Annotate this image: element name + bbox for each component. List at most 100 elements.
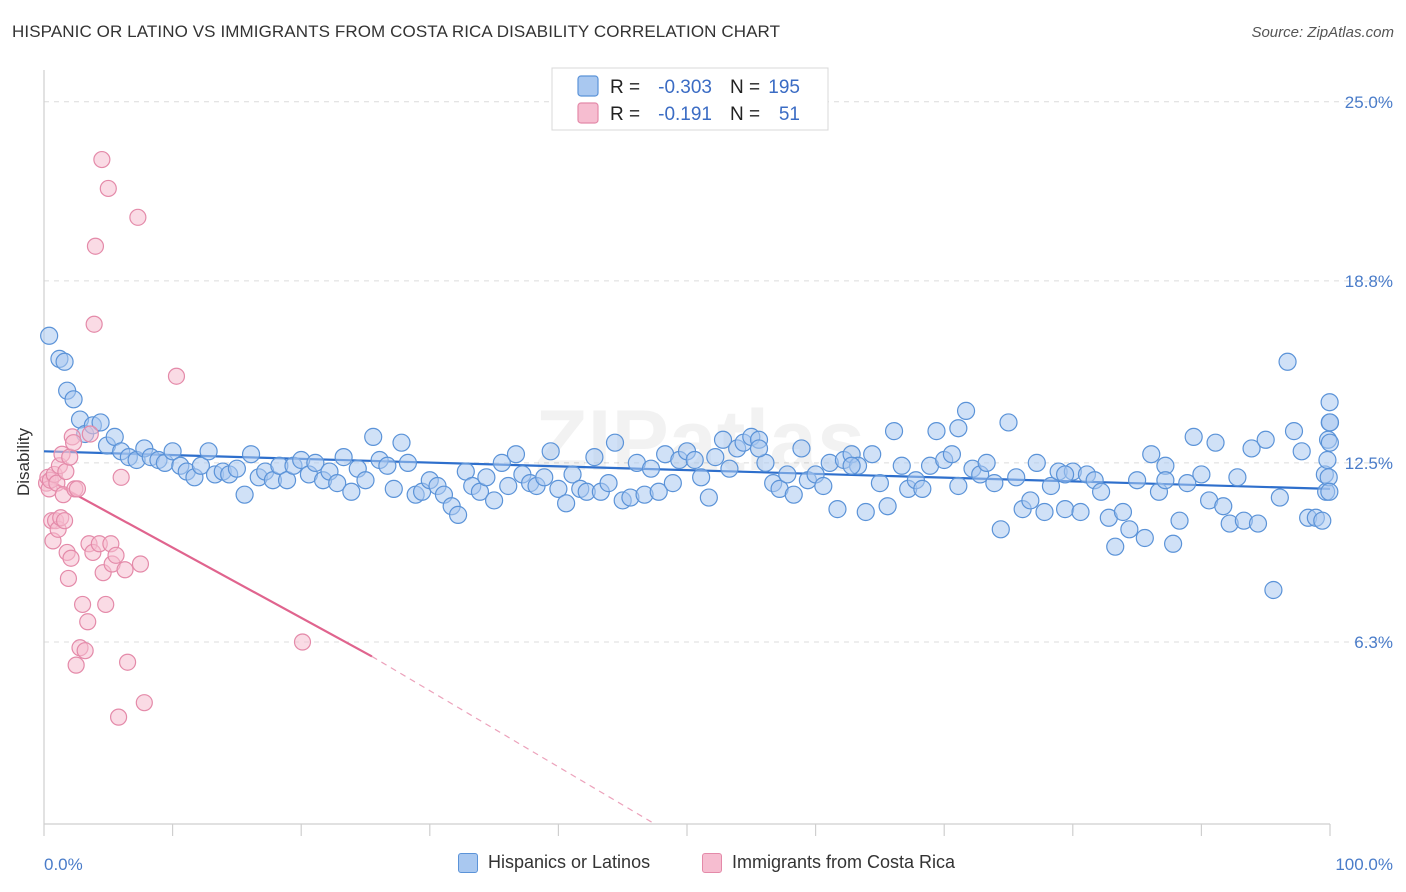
data-point-hispanics xyxy=(1292,442,1311,461)
data-point-costa-rica xyxy=(55,512,74,530)
data-point-hispanics xyxy=(1318,450,1337,470)
data-point-hispanics xyxy=(191,456,210,475)
grid-lines xyxy=(44,101,1392,643)
y-tick-label: 25.0% xyxy=(1345,93,1393,112)
data-point-hispanics xyxy=(557,494,576,513)
data-point-hispanics xyxy=(749,439,769,458)
data-point-hispanics xyxy=(949,419,968,438)
x-tick-label: 0.0% xyxy=(44,855,83,874)
data-point-hispanics xyxy=(1214,497,1233,516)
y-tick-label: 18.8% xyxy=(1345,272,1393,291)
data-point-hispanics xyxy=(663,474,682,493)
data-point-costa-rica xyxy=(79,613,97,631)
bottom-legend-label-hispanics: Hispanics or Latinos xyxy=(488,852,651,872)
data-point-costa-rica xyxy=(57,462,75,481)
data-point-costa-rica xyxy=(116,561,134,579)
legend-n-label-2: N = xyxy=(730,104,760,125)
data-point-hispanics xyxy=(241,445,261,464)
data-point-hispanics xyxy=(991,520,1010,539)
data-point-hispanics xyxy=(949,476,968,496)
data-point-hispanics xyxy=(720,459,739,478)
data-point-hispanics xyxy=(870,474,890,493)
legend-r-value-1: -0.303 xyxy=(658,77,712,98)
data-point-costa-rica xyxy=(93,150,111,169)
data-point-hispanics xyxy=(699,488,718,507)
data-point-hispanics xyxy=(492,453,511,472)
bottom-legend-item-hispanics: Hispanics or Latinos xyxy=(458,852,650,873)
data-point-hispanics xyxy=(1206,433,1225,452)
data-point-costa-rica xyxy=(59,569,78,588)
data-point-costa-rica xyxy=(61,448,79,466)
data-point-hispanics xyxy=(927,422,946,441)
data-point-hispanics xyxy=(392,433,411,452)
data-point-costa-rica xyxy=(99,179,117,198)
data-point-hispanics xyxy=(1135,528,1154,548)
data-point-hispanics xyxy=(605,433,625,452)
data-point-costa-rica xyxy=(85,315,103,333)
data-point-hispanics xyxy=(1091,482,1111,501)
data-point-hispanics xyxy=(91,413,110,432)
data-point-costa-rica xyxy=(129,208,147,226)
data-point-hispanics xyxy=(384,479,403,498)
legend-n-value-2: 51 xyxy=(779,104,800,125)
y-tick-label: 6.3% xyxy=(1354,633,1393,652)
bottom-legend-swatch-pink xyxy=(702,852,722,873)
data-point-hispanics xyxy=(828,500,847,519)
data-point-hispanics xyxy=(863,445,882,464)
data-point-hispanics xyxy=(599,474,618,493)
data-point-hispanics xyxy=(199,442,218,461)
data-point-costa-rica xyxy=(76,642,94,660)
data-point-hispanics xyxy=(1178,474,1197,493)
x-tick-label: 100.0% xyxy=(1335,855,1393,874)
data-point-hispanics xyxy=(1320,393,1339,412)
data-point-hispanics xyxy=(1127,471,1147,490)
data-point-hispanics xyxy=(506,445,526,464)
data-point-costa-rica xyxy=(64,434,83,452)
data-point-hispanics xyxy=(1055,465,1075,484)
data-point-costa-rica xyxy=(107,546,125,564)
data-point-hispanics xyxy=(448,505,468,524)
data-point-hispanics xyxy=(55,352,74,371)
chart-title: HISPANIC OR LATINO VS IMMIGRANTS FROM CO… xyxy=(12,22,781,41)
y-tick-label: 12.5% xyxy=(1345,454,1393,473)
data-point-hispanics xyxy=(784,485,803,504)
data-point-hispanics xyxy=(1007,468,1026,487)
series-costa-rica-points xyxy=(37,150,312,726)
data-point-hispanics xyxy=(977,453,996,472)
data-point-hispanics xyxy=(1248,514,1268,533)
data-point-costa-rica xyxy=(293,633,312,651)
data-point-hispanics xyxy=(549,479,568,498)
data-point-hispanics xyxy=(1184,427,1203,446)
data-point-hispanics xyxy=(999,413,1018,432)
data-point-costa-rica xyxy=(112,468,130,486)
data-point-hispanics xyxy=(1192,465,1211,484)
data-point-hispanics xyxy=(1264,580,1283,600)
data-point-hispanics xyxy=(792,439,811,458)
bottom-legend-swatch-blue xyxy=(458,852,478,873)
data-point-costa-rica xyxy=(109,708,128,726)
x-tick-labels: 0.0% 100.0% xyxy=(44,855,1393,874)
data-point-hispanics xyxy=(985,474,1004,493)
data-point-hispanics xyxy=(884,422,904,441)
data-point-hispanics xyxy=(342,482,361,501)
data-point-hispanics xyxy=(649,482,668,501)
legend-n-label-1: N = xyxy=(730,77,760,98)
data-point-hispanics xyxy=(1071,502,1090,522)
data-point-hispanics xyxy=(1270,488,1289,507)
data-point-hispanics xyxy=(1027,453,1046,472)
data-point-hispanics xyxy=(814,476,833,496)
legend-swatch-blue xyxy=(577,75,599,97)
data-point-hispanics xyxy=(585,448,604,467)
data-point-hispanics xyxy=(1142,445,1161,464)
data-point-hispanics xyxy=(1041,476,1061,496)
data-point-hispanics xyxy=(1228,468,1247,487)
data-point-costa-rica xyxy=(97,595,115,614)
y-tick-labels: 6.3% 12.5% 18.8% 25.0% xyxy=(1345,93,1393,652)
data-point-hispanics xyxy=(1256,430,1275,449)
data-point-hispanics xyxy=(892,456,911,475)
data-point-hispanics xyxy=(535,468,554,487)
data-point-hispanics xyxy=(641,459,661,478)
data-point-hispanics xyxy=(398,453,418,472)
source-label: Source: ZipAtlas.com xyxy=(1251,24,1394,41)
data-point-hispanics xyxy=(713,430,733,449)
